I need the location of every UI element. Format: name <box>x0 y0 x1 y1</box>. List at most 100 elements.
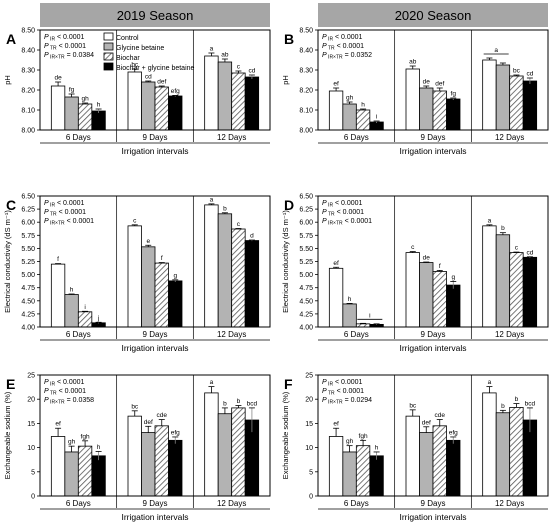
significance-letter: gh <box>346 438 354 445</box>
y-tick-label: 25 <box>27 373 35 380</box>
significance-letter: cd <box>526 71 533 78</box>
stat-line: P IR×TR = 0.0294 <box>322 397 372 406</box>
bar-control <box>127 225 142 328</box>
x-tick-label: 12 Days <box>495 499 524 508</box>
x-tick-label: 9 Days <box>421 133 446 142</box>
bar-biochar <box>432 425 447 497</box>
stat-line: P IR < 0.0001 <box>44 200 85 209</box>
legend-entry-biochar-glycine-betaine: Biochar + glycine betaine <box>103 62 195 72</box>
stat-line: P IR < 0.0001 <box>322 379 363 388</box>
stat-line: P TR < 0.0001 <box>44 209 86 218</box>
legend-entry-glycine-betaine: Glycine betaine <box>103 42 164 52</box>
stat-line: P IR×TR = 0.0352 <box>322 52 372 61</box>
y-axis-label: Exchangeable sodium (%) <box>281 391 290 479</box>
x-axis-label: Irrigation intervals <box>399 343 466 353</box>
bar-glycine-betaine <box>495 412 511 497</box>
significance-letter: ef <box>55 421 61 428</box>
significance-letter: i <box>369 312 370 319</box>
bar-control <box>328 90 344 131</box>
significance-letter: a <box>488 217 492 224</box>
bar-control <box>405 252 420 328</box>
bar-biochar <box>154 425 169 497</box>
bar-biochar-glycine-betaine <box>168 439 183 497</box>
bar-biochar <box>231 407 246 497</box>
bar-control <box>405 68 420 131</box>
stat-line: P TR < 0.0001 <box>44 388 86 397</box>
significance-letter: f <box>57 256 59 263</box>
panel-label: D <box>284 197 294 213</box>
significance-letter: fg <box>451 91 457 98</box>
panel-label: F <box>284 376 293 392</box>
significance-letter: def <box>422 419 431 426</box>
significance-letter: gh <box>68 439 76 446</box>
bar-biochar <box>154 86 169 131</box>
significance-letter: h <box>348 296 352 303</box>
significance-letter: f <box>161 255 163 262</box>
x-tick-label: 9 Days <box>143 133 168 142</box>
significance-letter: bcd <box>525 400 536 407</box>
bar-biochar-glycine-betaine <box>522 256 538 328</box>
legend-swatch <box>103 32 114 41</box>
bar-glycine-betaine <box>495 64 511 131</box>
plot-frame <box>317 29 549 131</box>
significance-letter: cde <box>157 412 168 419</box>
y-tick-label: 20 <box>305 397 313 404</box>
season-header-bg <box>318 3 548 27</box>
y-tick-label: 8.50 <box>299 28 313 35</box>
x-tick-label: 9 Days <box>143 330 168 339</box>
bar-control <box>127 415 142 497</box>
y-tick-label: 5.50 <box>299 246 313 253</box>
significance-letter: b <box>223 205 227 212</box>
significance-letter: g <box>451 274 455 281</box>
y-tick-label: 20 <box>27 397 35 404</box>
bar-biochar-glycine-betaine <box>522 80 538 131</box>
stat-line: P IR×TR = 0.0358 <box>44 397 94 406</box>
x-tick-label: 9 Days <box>143 499 168 508</box>
significance-letter: c <box>133 217 137 224</box>
stat-line: P IR < 0.0001 <box>44 34 85 43</box>
significance-letter: b <box>501 225 505 232</box>
stat-line: P IR×TR = 0.0384 <box>44 52 94 61</box>
legend-label: Biochar + glycine betaine <box>116 65 195 72</box>
bar-biochar <box>432 90 447 131</box>
bar-glycine-betaine <box>217 213 233 328</box>
x-tick-label: 6 Days <box>66 133 91 142</box>
y-tick-label: 6.50 <box>299 194 313 201</box>
significance-letter: h <box>361 102 365 109</box>
y-tick-label: 6.25 <box>21 207 35 214</box>
x-tick-label: 12 Days <box>495 330 524 339</box>
significance-letter: a <box>210 46 214 53</box>
bar-glycine-betaine <box>141 81 156 131</box>
legend-entry-biochar: Biochar <box>103 52 140 62</box>
significance-letter: gh <box>346 95 354 102</box>
bar-biochar-glycine-betaine <box>369 455 384 497</box>
y-tick-label: 6.00 <box>299 220 313 227</box>
bar-biochar <box>355 445 371 497</box>
significance-letter: f <box>439 263 441 270</box>
stat-line: P TR < 0.0001 <box>322 43 364 52</box>
significance-letter: b <box>223 400 227 407</box>
stat-line: P IR < 0.0001 <box>322 34 363 43</box>
y-tick-label: 6.00 <box>21 220 35 227</box>
significance-letter: a <box>210 196 214 203</box>
y-tick-label: 10 <box>305 445 313 452</box>
stat-line: P IR < 0.0001 <box>322 200 363 209</box>
y-tick-label: 8.00 <box>299 128 313 135</box>
y-tick-label: 8.00 <box>21 128 35 135</box>
significance-letter: bcd <box>247 400 258 407</box>
bar-glycine-betaine <box>64 96 79 131</box>
significance-letter: a <box>488 379 492 386</box>
x-tick-label: 12 Days <box>217 330 246 339</box>
significance-letter: h <box>97 444 101 451</box>
significance-letter: c <box>515 245 519 252</box>
y-tick-label: 5.75 <box>299 233 313 240</box>
x-tick-label: 6 Days <box>344 330 369 339</box>
x-axis-label: Irrigation intervals <box>121 343 188 353</box>
significance-letter: bc <box>409 402 417 409</box>
y-axis-label: Electrical conductivity (dS m⁻¹) <box>3 210 12 313</box>
significance-letter: c <box>411 244 415 251</box>
season-header-text: 2019 Season <box>117 8 194 23</box>
